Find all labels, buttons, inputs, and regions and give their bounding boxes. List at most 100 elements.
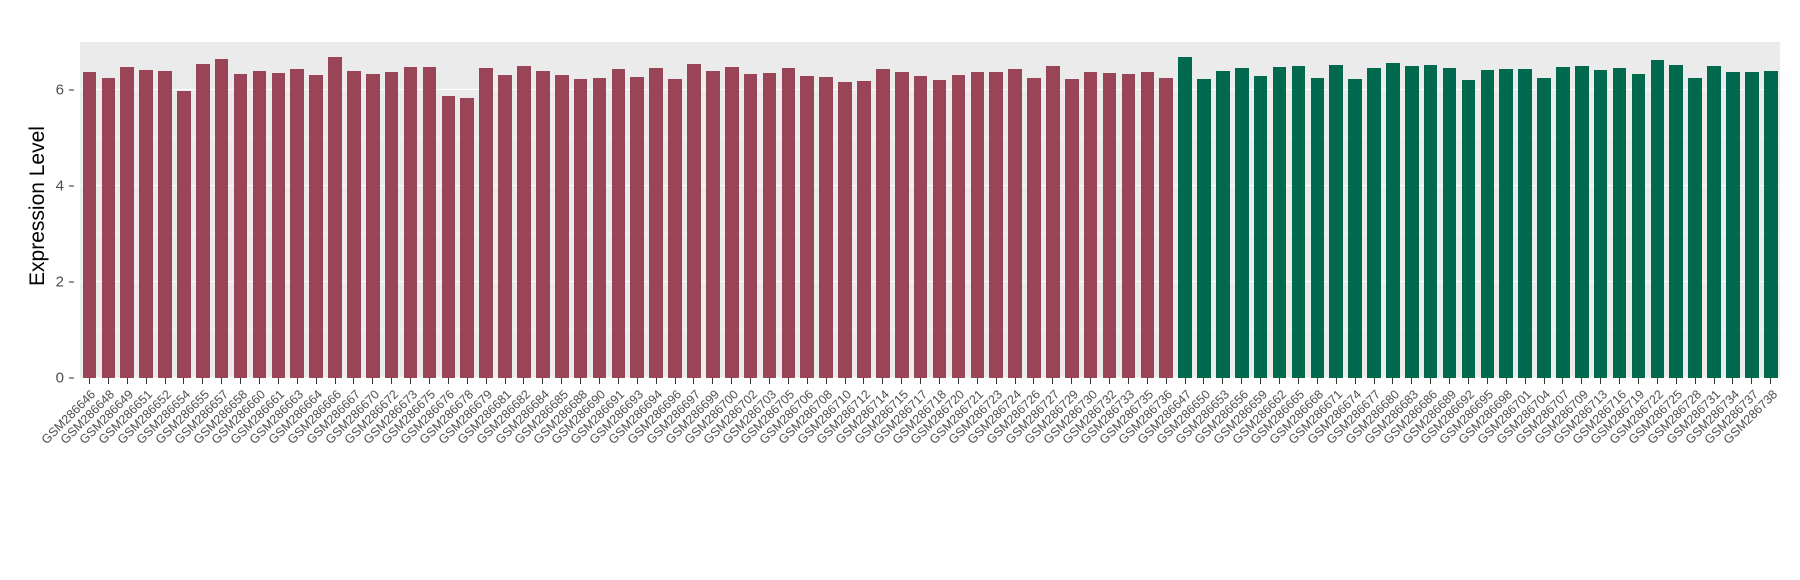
bar[interactable] bbox=[1688, 78, 1702, 378]
bar[interactable] bbox=[1442, 68, 1457, 378]
bar[interactable] bbox=[1329, 65, 1344, 378]
bar[interactable] bbox=[706, 70, 720, 378]
x-axis-tick-mark bbox=[580, 378, 582, 384]
bar[interactable] bbox=[1178, 57, 1192, 378]
bar[interactable] bbox=[857, 80, 871, 378]
bar[interactable] bbox=[1121, 74, 1136, 378]
bar[interactable] bbox=[1575, 66, 1589, 378]
x-axis-tick-mark bbox=[731, 378, 733, 384]
bar[interactable] bbox=[951, 74, 966, 378]
bar[interactable] bbox=[1650, 60, 1665, 378]
bar[interactable] bbox=[687, 64, 701, 378]
bar[interactable] bbox=[139, 69, 153, 378]
bar[interactable] bbox=[800, 75, 815, 378]
bar-slot bbox=[344, 42, 363, 378]
bar[interactable] bbox=[177, 90, 191, 378]
bar[interactable] bbox=[573, 78, 588, 378]
bar[interactable] bbox=[1272, 66, 1287, 378]
bar[interactable] bbox=[592, 78, 607, 378]
bar[interactable] bbox=[1518, 69, 1532, 378]
bar[interactable] bbox=[819, 77, 833, 378]
bar[interactable] bbox=[989, 71, 1003, 378]
bar[interactable] bbox=[517, 66, 531, 378]
bar[interactable] bbox=[762, 72, 777, 378]
bar[interactable] bbox=[1556, 66, 1570, 378]
bar[interactable] bbox=[309, 75, 323, 378]
bar[interactable] bbox=[1367, 67, 1381, 378]
bar[interactable] bbox=[252, 70, 267, 378]
bar[interactable] bbox=[1140, 71, 1155, 378]
bar[interactable] bbox=[347, 70, 361, 378]
bar[interactable] bbox=[403, 67, 418, 378]
bar[interactable] bbox=[1348, 79, 1362, 378]
x-axis-tick-slot bbox=[1119, 378, 1138, 384]
bar[interactable] bbox=[384, 72, 399, 378]
bar[interactable] bbox=[1064, 79, 1079, 378]
bar[interactable] bbox=[479, 68, 493, 378]
bar[interactable] bbox=[328, 57, 342, 378]
x-axis-tick-mark bbox=[1335, 378, 1337, 384]
bar[interactable] bbox=[233, 73, 248, 378]
bar[interactable] bbox=[422, 67, 437, 378]
bar[interactable] bbox=[366, 74, 380, 378]
bar[interactable] bbox=[536, 71, 550, 378]
bar[interactable] bbox=[1008, 69, 1022, 378]
bar-slot bbox=[1289, 42, 1308, 378]
bar[interactable] bbox=[1102, 73, 1117, 378]
bar[interactable] bbox=[1707, 66, 1721, 378]
bar[interactable] bbox=[1423, 65, 1438, 378]
bar[interactable] bbox=[838, 81, 852, 378]
bar[interactable] bbox=[649, 67, 663, 378]
x-axis-tick-mark bbox=[1675, 378, 1677, 384]
bar[interactable] bbox=[1291, 66, 1306, 378]
bar[interactable] bbox=[1159, 77, 1173, 378]
bar[interactable] bbox=[554, 74, 569, 378]
bar[interactable] bbox=[1631, 73, 1646, 378]
bar[interactable] bbox=[441, 95, 456, 378]
x-axis-tick-slot bbox=[496, 378, 515, 384]
bar[interactable] bbox=[1386, 63, 1400, 378]
bar[interactable] bbox=[195, 63, 210, 378]
bar[interactable] bbox=[1612, 68, 1627, 378]
bar[interactable] bbox=[120, 66, 135, 378]
bar[interactable] bbox=[1197, 79, 1211, 378]
bar[interactable] bbox=[1461, 79, 1476, 378]
bar[interactable] bbox=[630, 76, 645, 378]
bar[interactable] bbox=[932, 79, 947, 378]
bar[interactable] bbox=[1499, 68, 1514, 378]
bar[interactable] bbox=[1404, 66, 1419, 378]
bar[interactable] bbox=[1234, 68, 1249, 378]
bar[interactable] bbox=[498, 75, 512, 378]
bar[interactable] bbox=[1745, 71, 1759, 378]
bar[interactable] bbox=[1027, 78, 1041, 378]
bar[interactable] bbox=[724, 67, 739, 378]
bar[interactable] bbox=[460, 98, 475, 378]
bar[interactable] bbox=[290, 69, 305, 378]
bar[interactable] bbox=[1763, 70, 1778, 378]
bar[interactable] bbox=[1537, 78, 1551, 378]
bar[interactable] bbox=[781, 67, 796, 378]
bar[interactable] bbox=[101, 77, 116, 378]
bar[interactable] bbox=[214, 58, 229, 378]
bar[interactable] bbox=[1083, 72, 1098, 378]
bar[interactable] bbox=[913, 75, 928, 378]
bar[interactable] bbox=[1593, 70, 1608, 378]
bar[interactable] bbox=[1216, 70, 1230, 378]
bar[interactable] bbox=[1726, 71, 1740, 378]
bar[interactable] bbox=[611, 69, 626, 378]
bar[interactable] bbox=[1480, 70, 1495, 378]
bar[interactable] bbox=[1253, 75, 1268, 378]
bar[interactable] bbox=[668, 79, 682, 378]
bar[interactable] bbox=[1310, 77, 1325, 378]
bar[interactable] bbox=[1046, 66, 1060, 378]
bar[interactable] bbox=[158, 70, 172, 378]
bar[interactable] bbox=[271, 73, 286, 378]
bar[interactable] bbox=[1669, 65, 1684, 378]
bar[interactable] bbox=[743, 74, 758, 378]
bar[interactable] bbox=[894, 72, 909, 378]
x-axis-tick-mark bbox=[1562, 378, 1564, 384]
y-axis-tick-mark bbox=[69, 89, 74, 91]
bar[interactable] bbox=[970, 71, 985, 378]
bar[interactable] bbox=[82, 71, 97, 378]
bar[interactable] bbox=[876, 68, 890, 378]
